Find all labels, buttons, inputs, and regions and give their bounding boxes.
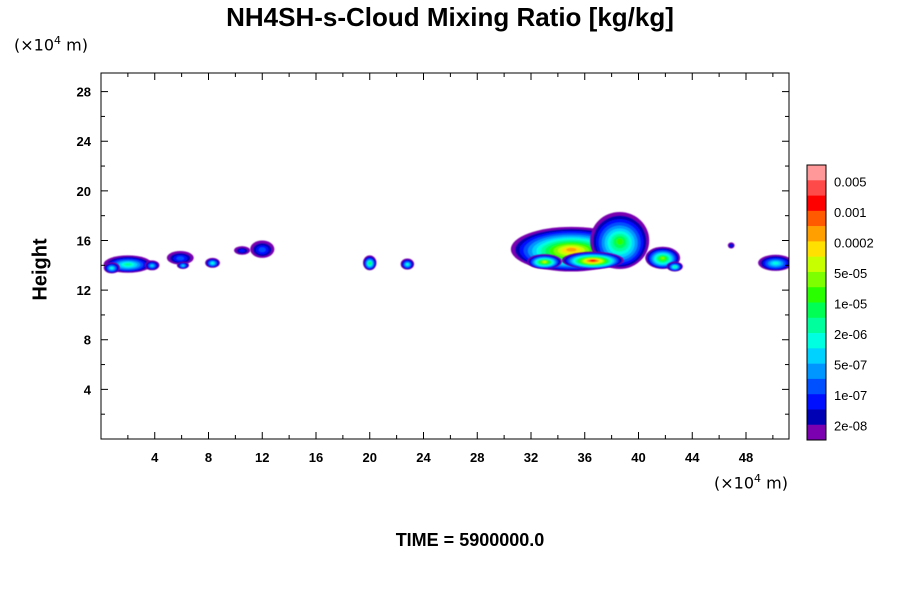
x-tick-label: 28 xyxy=(470,450,484,465)
colorbar-frame xyxy=(806,164,827,441)
contour-level xyxy=(124,263,132,266)
colorbar-swatch xyxy=(807,409,826,426)
x-tick-label: 44 xyxy=(685,450,700,465)
x-tick-label: 16 xyxy=(309,450,323,465)
cloud-blob xyxy=(758,254,789,271)
cloud-blob xyxy=(103,262,120,274)
colorbar-swatch xyxy=(807,317,826,334)
colorbar-label: 0.0002 xyxy=(834,235,874,250)
colorbar-label: 5e-05 xyxy=(834,266,867,281)
contour-level xyxy=(258,247,266,253)
cloud-blob xyxy=(234,246,251,255)
colorbar-swatch xyxy=(807,165,826,181)
cloud-blob xyxy=(144,260,160,271)
colorbar-swatch xyxy=(807,226,826,242)
colorbar-swatch xyxy=(807,287,826,303)
x-tick-label: 8 xyxy=(205,450,212,465)
colorbar-swatch xyxy=(807,348,826,364)
contour-level xyxy=(616,238,624,245)
cloud-blob xyxy=(526,254,562,270)
colorbar-swatch xyxy=(807,271,826,288)
colorbar-swatch xyxy=(807,378,826,395)
contour-level xyxy=(772,261,779,265)
colorbar-swatch xyxy=(807,241,826,257)
y-tick-label: 4 xyxy=(84,382,92,397)
contour-level xyxy=(368,262,371,265)
y-tick-label: 24 xyxy=(77,134,92,149)
contour-level xyxy=(566,247,577,252)
chart-title: NH4SH-s-Cloud Mixing Ratio [kg/kg] xyxy=(226,2,674,32)
contour-level xyxy=(176,256,185,261)
contour-level xyxy=(211,262,214,265)
x-axis-unit: (×104 m) xyxy=(714,472,788,493)
colorbar-label: 1e-07 xyxy=(834,388,867,403)
y-tick-label: 8 xyxy=(84,333,91,348)
contour-level xyxy=(406,263,409,266)
contour-level xyxy=(110,267,114,270)
colorbar-swatch xyxy=(807,363,826,380)
x-tick-label: 36 xyxy=(578,450,592,465)
colorbar-label: 0.005 xyxy=(834,174,867,189)
cloud-blob xyxy=(176,261,190,270)
x-tick-label: 48 xyxy=(739,450,753,465)
cloud-blob xyxy=(400,258,415,270)
contour-level xyxy=(542,260,547,263)
x-tick-label: 32 xyxy=(524,450,538,465)
colorbar-swatch xyxy=(807,180,826,196)
cloud-blob xyxy=(166,251,194,265)
colorbar-swatch xyxy=(807,333,826,349)
colorbar-swatch xyxy=(807,394,826,410)
contour-level xyxy=(150,264,154,267)
y-tick-label: 12 xyxy=(77,283,91,298)
x-tick-label: 12 xyxy=(255,450,269,465)
colorbar-swatch xyxy=(807,302,826,319)
colorbar-label: 0.001 xyxy=(834,205,867,220)
contour-level xyxy=(181,264,185,267)
y-tick-label: 20 xyxy=(77,184,91,199)
colorbar-label: 5e-07 xyxy=(834,358,867,373)
contour-level xyxy=(673,265,676,268)
contour-level xyxy=(729,244,733,247)
cloud-field xyxy=(103,211,789,274)
colorbar-swatch xyxy=(807,210,826,227)
y-tick-label: 28 xyxy=(77,85,91,100)
colorbar-label: 1e-05 xyxy=(834,297,867,312)
x-tick-label: 40 xyxy=(631,450,645,465)
x-tick-label: 24 xyxy=(416,450,431,465)
cloud-blob xyxy=(727,242,735,249)
contour-level xyxy=(660,257,665,260)
x-tick-label: 20 xyxy=(363,450,377,465)
colorbar-swatch xyxy=(807,256,826,273)
y-tick-label: 16 xyxy=(77,233,91,248)
contour-level xyxy=(590,259,596,262)
colorbar-label: 2e-08 xyxy=(834,419,867,434)
time-label: TIME = 5900000.0 xyxy=(395,530,545,550)
contour-level xyxy=(239,249,246,253)
colorbar: 0.005 0.001 0.0002 5e-05 1e-05 2e-06 5e-07 1e-0… xyxy=(806,164,874,441)
cloud-blob xyxy=(250,240,275,258)
colorbar-label: 2e-06 xyxy=(834,327,867,342)
y-axis-unit: (×104 m) xyxy=(14,34,88,55)
colorbar-swatch xyxy=(807,424,826,441)
x-tick-label: 4 xyxy=(151,450,159,465)
colorbar-swatch xyxy=(807,195,826,212)
cloud-blob xyxy=(666,261,683,272)
plot-frame xyxy=(100,72,790,440)
cloud-blob xyxy=(363,255,377,271)
cloud-blob xyxy=(205,257,220,268)
cloud-blob xyxy=(561,251,624,270)
